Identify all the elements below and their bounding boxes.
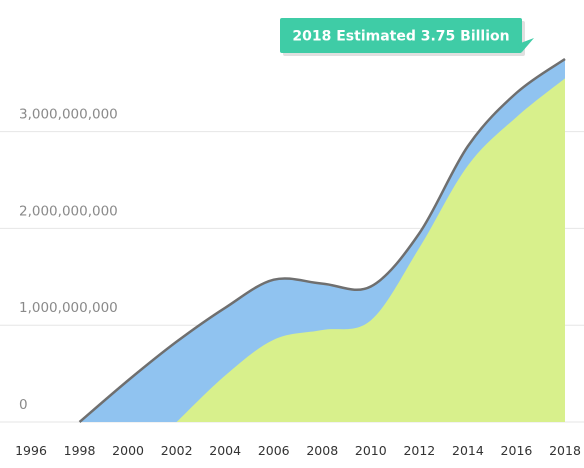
x-tick-label: 2006 [258,443,290,458]
x-tick-label: 1996 [15,443,47,458]
callout-box [280,18,522,53]
estimate-callout: 2018 Estimated 3.75 Billion [280,18,534,56]
x-tick-label: 2004 [209,443,241,458]
y-tick-label: 3,000,000,000 [19,107,118,123]
x-tick-label: 1998 [64,443,96,458]
x-tick-label: 2016 [501,443,533,458]
y-tick-label: 2,000,000,000 [19,203,118,219]
y-tick-label: 1,000,000,000 [19,300,118,316]
x-tick-label: 2008 [306,443,338,458]
y-tick-label: 0 [19,397,28,413]
x-tick-label: 2014 [452,443,484,458]
x-axis-labels: 1996 1998 2000 2002 2004 2006 2008 2010 2012 2014… [15,443,581,458]
series-lower-area [176,78,566,423]
x-tick-label: 2018 [549,443,581,458]
x-tick-label: 2010 [355,443,387,458]
area-series [78,57,566,423]
y-axis-labels: 0 1,000,000,000 2,000,000,000 3,000,000,000 [19,107,118,413]
series-total-line [78,57,566,423]
callout-label: 2018 Estimated 3.75 Billion [292,29,509,45]
x-tick-label: 2000 [112,443,144,458]
callout-tail [518,38,534,52]
x-tick-label: 2002 [161,443,193,458]
x-tick-label: 2012 [403,443,435,458]
